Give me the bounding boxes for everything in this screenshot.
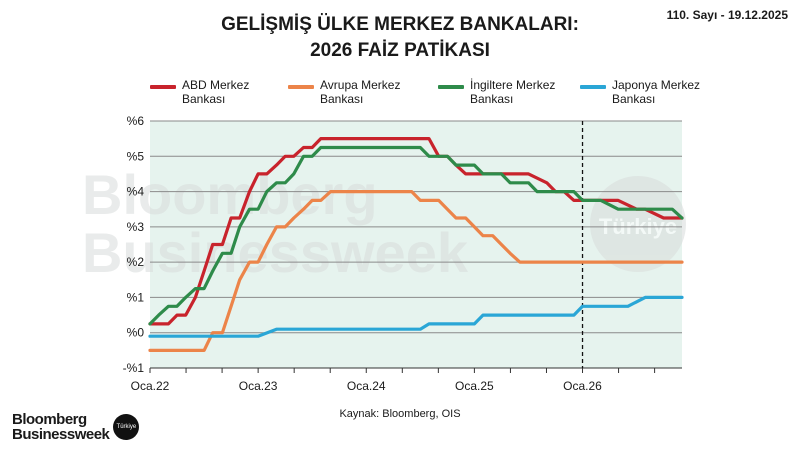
chart-title: GELİŞMİŞ ÜLKE MERKEZ BANKALARI: 2026 FAİ… [0,12,800,64]
y-tick-label: %2 [127,255,145,269]
legend-item-2: Avrupa Merkez Bankası [288,78,430,106]
legend-item-1: ABD Merkez Bankası [150,78,292,106]
legend-label: Avrupa Merkez Bankası [320,78,430,106]
y-tick-label: %4 [127,185,145,199]
y-tick-label: %0 [127,326,145,340]
legend-label-line-1: Avrupa Merkez [320,78,401,92]
legend-label-line-2: Bankası [612,92,656,106]
legend-label-line-2: Bankası [182,92,226,106]
brand-wordmark: Bloomberg Businessweek [12,411,110,443]
legend-swatch [150,85,176,89]
brand-badge: Türkiye [113,414,140,440]
legend-label: ABD Merkez Bankası [182,78,292,106]
legend-label-line-2: Bankası [470,92,514,106]
title-line-2: 2026 FAİZ PATİKASI [310,40,490,61]
legend-label: İngiltere Merkez Bankası [470,78,580,106]
legend-swatch [580,85,606,89]
legend-label-line-1: İngiltere Merkez [470,78,556,92]
y-tick-label: %3 [127,220,145,234]
y-tick-label: %6 [127,114,145,128]
legend: ABD Merkez Bankası Avrupa Merkez Bankası İng… [150,78,710,114]
series-line-3 [148,145,684,326]
legend-item-3: İngiltere Merkez Bankası [438,78,580,106]
legend-label-line-2: Bankası [320,92,364,106]
title-line-1: GELİŞMİŞ ÜLKE MERKEZ BANKALARI: [221,14,579,35]
x-tick-label: Oca.25 [455,379,494,393]
legend-label: Japonya Merkez Bankası [612,78,722,106]
series-line-4 [148,295,684,338]
y-tick-label: -%1 [123,361,145,375]
source-note: Kaynak: Bloomberg, OIS [339,408,461,420]
legend-swatch [288,85,314,89]
x-tick-label: Oca.22 [131,379,170,393]
legend-label-line-1: ABD Merkez [182,78,250,92]
y-tick-label: %1 [127,290,145,304]
legend-swatch [438,85,464,89]
brand-logo: Bloomberg Businessweek Türkiye [12,411,140,443]
x-tick-label: Oca.23 [239,379,278,393]
legend-item-4: Japonya Merkez Bankası [580,78,722,106]
brand-line-1: Bloomberg [12,411,87,428]
y-tick-label: %5 [127,149,145,163]
legend-label-line-1: Japonya Merkez [612,78,701,92]
x-tick-label: Oca.26 [563,379,602,393]
issue-date: 110. Sayı - 19.12.2025 [666,8,788,22]
brand-line-2: Businessweek [12,426,110,443]
plot-area [150,121,682,368]
x-tick-label: Oca.24 [347,379,386,393]
series-line-2 [148,190,684,352]
